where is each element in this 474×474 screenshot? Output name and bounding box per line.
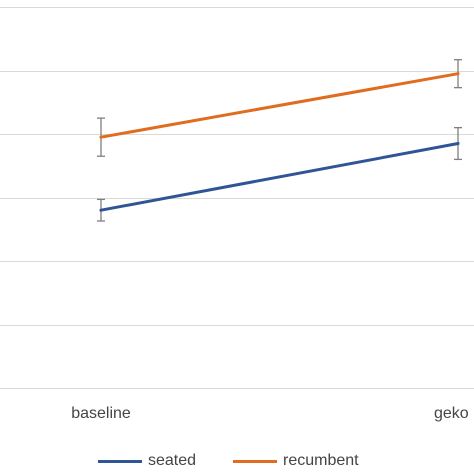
legend: seated recumbent [0, 448, 474, 474]
series-line-seated [99, 142, 460, 212]
series-lines [99, 72, 460, 212]
legend-label-seated: seated [148, 452, 197, 469]
data-point-seated-1 [456, 142, 460, 146]
data-point-recumbent-1 [456, 72, 460, 76]
data-point-recumbent-0 [99, 135, 103, 139]
x-tick-labels: baseline geko [71, 405, 469, 422]
legend-swatch-recumbent [233, 459, 277, 463]
legend-item-recumbent: recumbent [233, 452, 359, 470]
x-tick-label-baseline: baseline [71, 405, 131, 422]
data-point-seated-0 [99, 208, 103, 212]
legend-label-recumbent: recumbent [283, 452, 359, 469]
gridlines [0, 7, 474, 389]
x-tick-label-geko: geko [434, 405, 469, 422]
legend-swatch-seated [98, 459, 142, 463]
legend-item-seated: seated [98, 452, 196, 470]
series-line-recumbent [99, 72, 460, 139]
plot-area: baseline geko [0, 7, 474, 422]
